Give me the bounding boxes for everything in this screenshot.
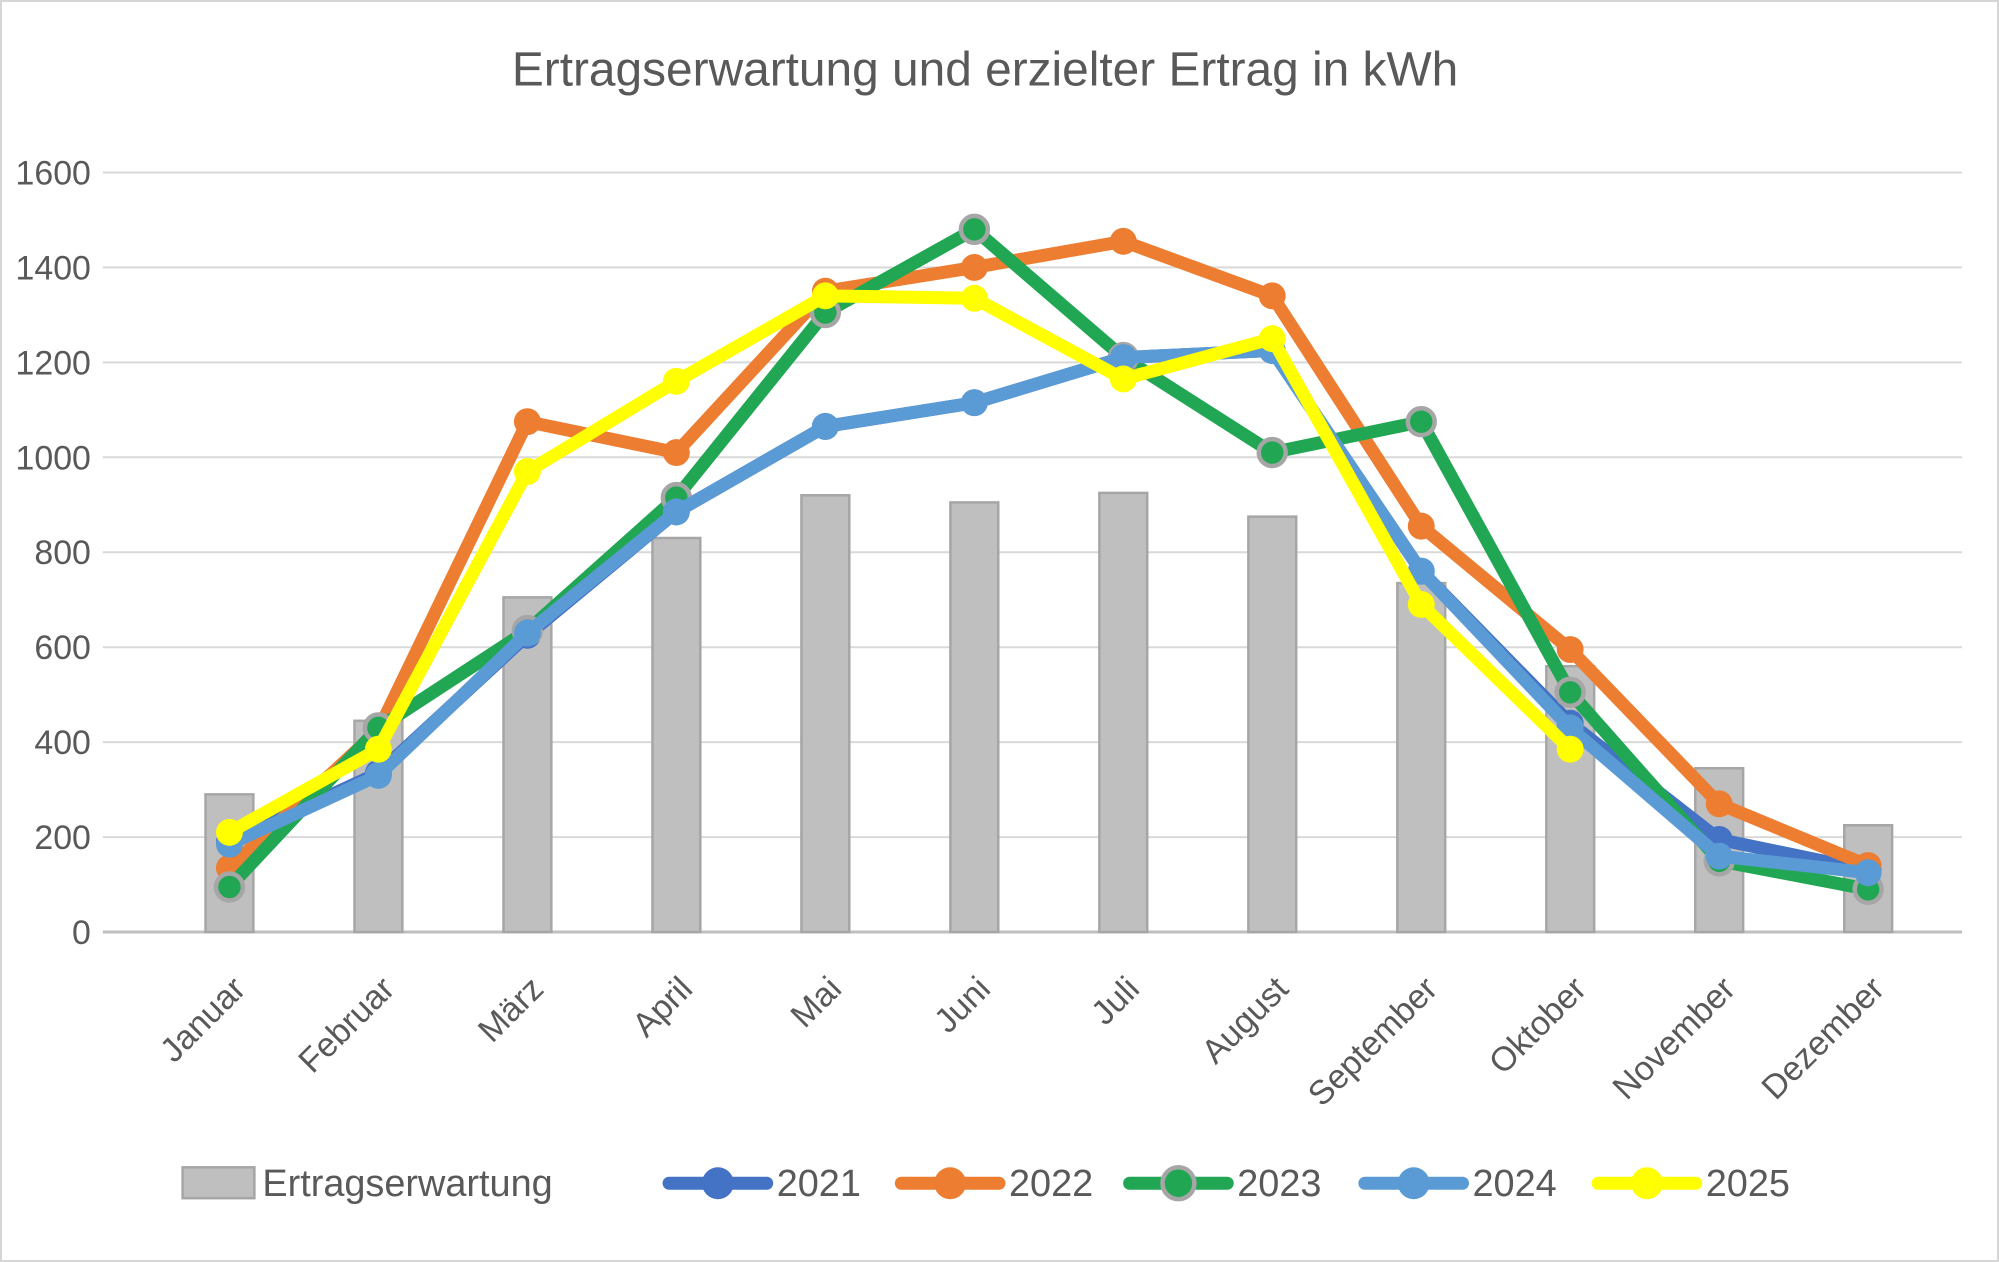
chart-title: Ertragserwartung und erzielter Ertrag in…	[512, 44, 1458, 97]
legend-label-2022: 2022	[1009, 1163, 1093, 1205]
x-tick-label-juli: Juli	[1084, 970, 1147, 1033]
marker-2024-mai	[811, 412, 839, 440]
legend-item-2021: 2021	[662, 1163, 861, 1205]
marker-2025-februar	[364, 735, 392, 763]
bar-juni	[949, 501, 1000, 934]
x-tick-label-juni: Juni	[927, 970, 998, 1041]
y-tick-label: 800	[34, 534, 91, 572]
marker-2024-juni	[960, 389, 988, 417]
marker-2022-oktober	[1556, 636, 1584, 663]
legend-marker-2025	[1630, 1167, 1663, 1200]
x-tick-label-februar: Februar	[291, 970, 402, 1081]
x-tick-label-oktober: Oktober	[1482, 970, 1594, 1082]
marker-2024-februar	[364, 761, 392, 789]
marker-2025-mai	[811, 282, 839, 310]
x-axis-month-labels: Januar Februar März April Mai Juni Juli August S…	[153, 969, 1892, 1113]
bar-mai	[800, 494, 851, 934]
series-line-2021	[222, 344, 1875, 877]
y-tick-label: 400	[34, 724, 91, 762]
x-tick-label-november: November	[1605, 970, 1742, 1107]
marker-2024-november	[1705, 842, 1733, 870]
marker-2023-januar	[213, 871, 246, 903]
line-series-group	[213, 213, 1884, 905]
y-tick-label: 1600	[16, 154, 91, 192]
bar-august	[1247, 515, 1298, 934]
x-tick-label-dezember: Dezember	[1754, 970, 1891, 1107]
x-tick-label-märz: März	[471, 970, 551, 1050]
y-tick-label: 1000	[16, 439, 91, 477]
marker-2023-juni	[958, 213, 991, 246]
bar-juli	[1098, 491, 1149, 934]
bar-april	[651, 536, 702, 934]
marker-2025-juli	[1109, 365, 1137, 393]
marker-2022-april	[662, 439, 690, 467]
x-tick-label-januar: Januar	[153, 970, 253, 1070]
series-2024	[215, 337, 1882, 887]
legend-label-2021: 2021	[777, 1163, 861, 1205]
marker-2024-juli	[1109, 344, 1137, 372]
legend-item-2025: 2025	[1591, 1163, 1790, 1205]
y-tick-label: 600	[34, 629, 91, 667]
legend: Ertragserwartung 2021 2022 2023 2024 2025	[181, 1163, 1790, 1205]
series-2025	[215, 282, 1584, 846]
bar-september	[1396, 581, 1447, 934]
marker-2023-oktober	[1554, 676, 1586, 709]
marker-2023-september	[1405, 405, 1437, 438]
legend-item-2024: 2024	[1358, 1163, 1557, 1205]
legend-marker-2022	[934, 1167, 967, 1200]
legend-item-2023: 2023	[1123, 1163, 1321, 1205]
marker-2022-märz	[513, 408, 541, 436]
marker-2025-oktober	[1556, 735, 1584, 763]
legend-marker-2023	[1160, 1165, 1197, 1202]
marker-2025-september	[1407, 591, 1435, 618]
marker-2022-november	[1705, 790, 1733, 818]
legend-swatch-ertragserwartung	[181, 1166, 256, 1200]
series-2021	[215, 337, 1882, 884]
series-line-2025	[222, 289, 1577, 839]
legend-marker-2021	[701, 1167, 734, 1200]
legend-label-2025: 2025	[1706, 1163, 1790, 1205]
marker-2024-september	[1407, 557, 1435, 585]
x-tick-label-september: September	[1301, 970, 1445, 1114]
marker-2022-juli	[1109, 227, 1137, 255]
legend-marker-2024	[1397, 1167, 1430, 1200]
y-tick-label: 1200	[16, 344, 91, 382]
x-tick-label-august: August	[1194, 969, 1296, 1071]
y-tick-label: 0	[72, 914, 91, 952]
marker-2022-august	[1258, 282, 1286, 310]
legend-label-ertragserwartung: Ertragserwartung	[262, 1163, 552, 1205]
y-axis-tick-labels: 0 200 400 600 800 1000 1200 1400 1600	[16, 154, 91, 952]
marker-2025-juni	[960, 284, 988, 312]
marker-2025-april	[662, 367, 690, 395]
y-tick-label: 1400	[16, 249, 91, 287]
x-tick-label-april: April	[625, 970, 700, 1045]
marker-2022-juni	[960, 253, 988, 281]
marker-2024-märz	[513, 619, 541, 647]
legend-label-2024: 2024	[1472, 1163, 1556, 1205]
legend-label-2023: 2023	[1237, 1163, 1321, 1205]
y-tick-label: 200	[34, 819, 91, 857]
marker-2025-januar	[215, 818, 243, 846]
marker-2023-august	[1256, 436, 1288, 469]
marker-2024-dezember	[1854, 859, 1882, 887]
marker-2022-september	[1407, 512, 1435, 540]
x-tick-label-mai: Mai	[783, 970, 848, 1035]
series-line-2024	[222, 344, 1875, 880]
legend-item-2022: 2022	[894, 1163, 1093, 1205]
marker-2024-april	[662, 498, 690, 526]
marker-2025-august	[1258, 325, 1286, 353]
series-line-2023	[222, 222, 1875, 896]
marker-2025-märz	[513, 458, 541, 485]
series-line-2022	[222, 234, 1875, 875]
